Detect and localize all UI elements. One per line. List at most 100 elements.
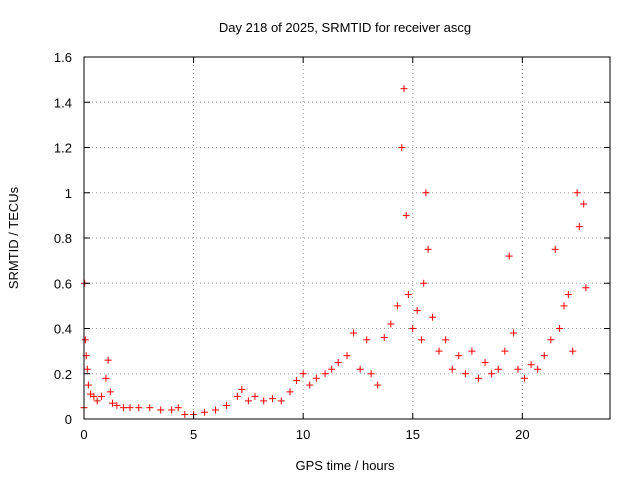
data-point [363,336,371,344]
data-point [374,381,382,389]
data-point [233,392,241,400]
data-point [174,404,182,412]
data-point [380,334,388,342]
data-point [286,388,294,396]
data-point [409,325,417,332]
data-point [521,374,529,382]
x-tick-label: 10 [296,427,310,442]
x-axis-label: GPS time / hours [296,458,395,473]
data-point [551,245,559,253]
x-tick-label: 0 [80,427,87,442]
gridlines [84,57,610,419]
data-point [334,358,342,366]
x-tick-label: 15 [406,427,420,442]
data-point [119,404,127,412]
data-point [113,401,121,409]
data-point [126,404,134,412]
data-point [104,356,112,364]
data-point [573,189,581,197]
y-tick-label: 0.8 [54,231,72,246]
data-point [98,392,106,400]
data-point [575,223,583,231]
data-point [106,388,114,396]
data-point [428,313,436,321]
data-point [468,347,476,355]
data-point [510,329,518,337]
data-point [135,404,143,412]
y-tick-label: 0 [65,412,72,427]
data-point [527,361,535,369]
data-point [418,336,426,344]
data-point [442,336,450,344]
data-point [81,336,89,344]
y-tick-label: 1.6 [54,50,72,65]
data-point [534,365,542,373]
data-point [84,381,92,389]
data-point [268,395,276,403]
data-point [83,365,91,373]
data-point [157,406,165,414]
data-point [387,320,395,328]
data-point [398,144,406,151]
y-tick-label: 0.2 [54,367,72,382]
data-point [564,291,572,299]
data-point [488,370,496,378]
data-point [580,200,588,208]
y-tick-label: 1.4 [54,95,72,110]
data-point [244,397,252,405]
data-point [400,85,408,93]
data-point [435,347,443,355]
data-point [481,358,489,366]
data-point [560,302,568,310]
axis-ticks: 0 5 10 15 20 0 0.2 0.4 0.6 0.8 1 1.2 1.4 1.6 [54,50,610,442]
data-point [260,397,268,405]
data-point [201,408,209,416]
data-point [501,347,509,355]
data-point [108,399,116,407]
data-point [448,365,456,373]
data-point [505,252,513,260]
data-point [146,404,154,412]
data-point [93,397,101,405]
y-tick-label: 1.2 [54,141,72,156]
data-point [312,374,320,382]
data-point [238,386,246,394]
data-point [181,410,189,418]
data-point [569,347,577,355]
x-tick-label: 5 [190,427,197,442]
data-point [540,352,548,360]
data-point [422,189,430,197]
data-point [404,291,412,299]
data-point [222,401,230,409]
x-tick-label: 20 [515,427,529,442]
chart-title: Day 218 of 2025, SRMTID for receiver asc… [219,20,471,35]
data-point [328,365,336,373]
data-point [413,306,421,314]
data-point [90,392,98,400]
data-point [343,352,351,360]
data-point [293,377,301,385]
data-point [251,392,259,400]
data-point [402,211,410,219]
data-point [102,374,110,382]
data-point [277,397,285,405]
data-points [80,85,590,418]
y-tick-label: 0.4 [54,322,72,337]
data-point [350,329,358,337]
data-point [475,374,482,382]
y-tick-label: 0.6 [54,276,72,291]
data-point [556,325,564,332]
data-point [455,352,463,360]
data-point [212,406,219,414]
y-tick-label: 1 [65,186,72,201]
data-point [494,365,502,373]
data-point [299,370,307,378]
data-point [514,365,522,373]
data-point [321,370,329,378]
data-point [547,336,555,344]
data-point [424,245,432,253]
data-point [367,370,375,378]
data-point [582,284,590,292]
data-point [306,381,314,389]
